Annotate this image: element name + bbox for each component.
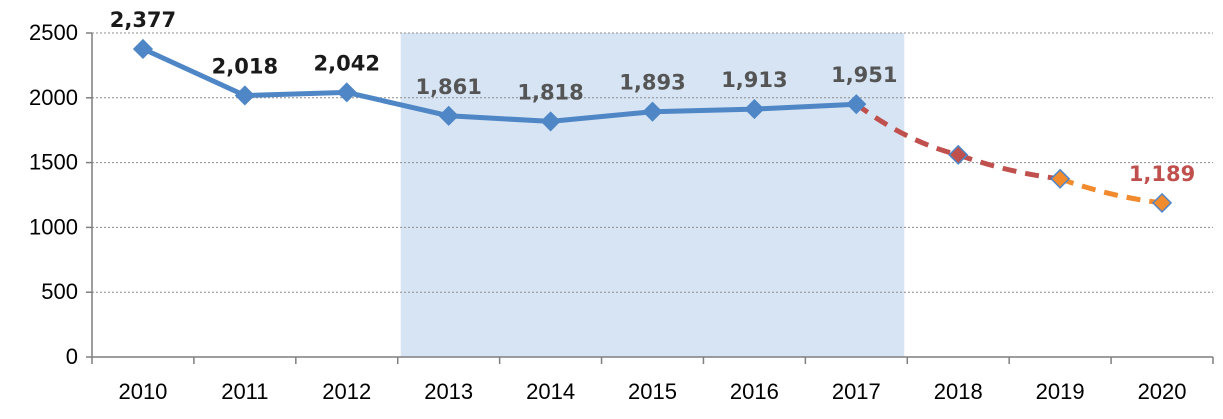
x-tick-label: 2011 (221, 379, 268, 404)
data-point-2020 (1151, 192, 1173, 213)
y-tick-label: 1000 (29, 214, 78, 239)
data-label-2010: 2,377 (110, 8, 176, 32)
x-tick-label: 2018 (934, 379, 983, 404)
axes (86, 32, 1214, 364)
data-labels: 2,377 2,018 2,042 1,861 1,818 1,893 1,913 1,951… (110, 8, 1196, 186)
series-lines (140, 46, 1163, 206)
data-point-2011 (234, 85, 255, 106)
data-point-2018 (948, 144, 969, 165)
data-label-2013: 1,861 (415, 75, 481, 99)
data-point-2017 (846, 94, 867, 115)
data-label-2015: 1,893 (619, 71, 685, 95)
data-point-2016 (744, 99, 765, 120)
y-tick-label: 2000 (29, 85, 78, 110)
data-point-2014 (540, 111, 561, 132)
series-line-1 (140, 46, 859, 124)
data-label-2016: 1,913 (721, 68, 787, 92)
y-tick-label: 500 (41, 279, 78, 304)
highlight-band-group (400, 33, 905, 357)
x-tick-label: 2015 (628, 379, 677, 404)
x-tick-labels: 2010 2011 2012 2013 2014 2015 2016 2017 2018 2019… (118, 379, 1186, 404)
x-tick-label: 2010 (118, 379, 167, 404)
y-tick-label: 2500 (29, 20, 78, 45)
series-line-3 (1059, 176, 1163, 206)
data-point-2012 (336, 82, 357, 103)
data-point-2010 (132, 38, 154, 60)
x-tick-label: 2014 (526, 379, 575, 404)
data-point-2015 (642, 101, 663, 122)
y-tick-label: 1500 (29, 150, 78, 175)
data-label-2014: 1,818 (517, 80, 583, 104)
data-label-2020: 1,189 (1129, 162, 1195, 186)
y-tick-labels: 0 500 1000 1500 2000 2500 (29, 20, 78, 369)
series-line-2 (854, 102, 1061, 182)
x-tick-label: 2016 (730, 379, 779, 404)
x-tick-label: 2013 (424, 379, 473, 404)
x-tick-label: 2017 (832, 379, 881, 404)
highlight-band (400, 33, 905, 357)
data-label-2012: 2,042 (314, 51, 380, 75)
gridlines (92, 32, 1213, 293)
x-tick-label: 2012 (322, 379, 371, 404)
data-label-2017: 1,951 (831, 63, 897, 87)
data-markers (132, 38, 1173, 213)
x-tick-label: 2019 (1036, 379, 1085, 404)
x-tick-label: 2020 (1138, 379, 1187, 404)
data-point-2013 (438, 105, 459, 126)
data-point-2019 (1050, 168, 1071, 189)
data-label-2011: 2,018 (212, 54, 278, 78)
y-tick-label: 0 (66, 344, 78, 369)
